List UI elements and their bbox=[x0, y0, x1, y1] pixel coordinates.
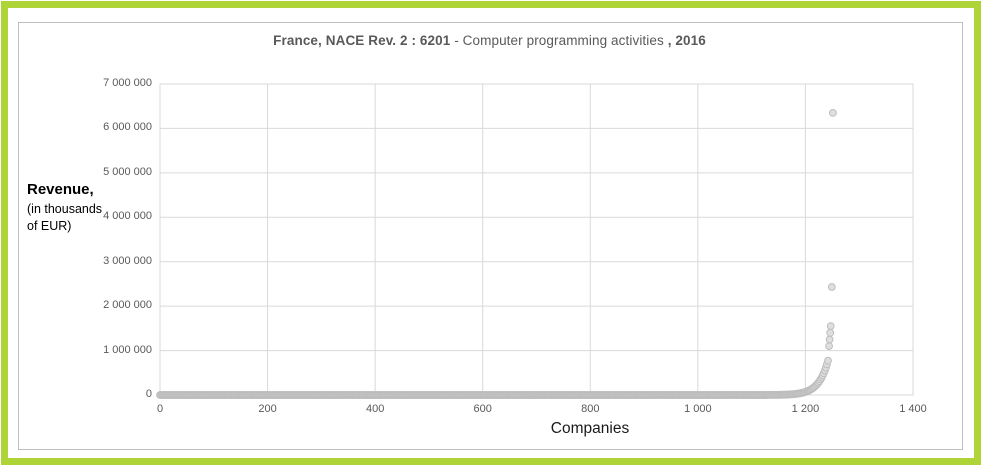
x-axis-title: Companies bbox=[550, 420, 630, 437]
y-tick-label: 3 000 000 bbox=[103, 254, 152, 267]
y-tick-label: 7 000 000 bbox=[103, 77, 152, 89]
chart-title: France, NACE Rev. 2 : 6201 - Computer pr… bbox=[18, 33, 961, 48]
data-point bbox=[825, 335, 834, 344]
y-axis-title-sub-line2: of EUR) bbox=[27, 219, 72, 233]
y-tick-label: 4 000 000 bbox=[103, 210, 152, 223]
plot-border bbox=[159, 83, 914, 396]
chart-title-bold-left: France, NACE Rev. 2 : 6201 bbox=[273, 33, 451, 48]
y-tick-label: 6 000 000 bbox=[103, 121, 152, 134]
data-point bbox=[827, 283, 836, 291]
y-axis-title: Revenue, (in thousands of EUR) bbox=[27, 181, 137, 235]
x-tick-label: 1 000 bbox=[684, 403, 712, 415]
data-point bbox=[826, 328, 835, 337]
chart-title-bold-right: , 2016 bbox=[667, 33, 706, 48]
x-tick-label: 200 bbox=[258, 403, 277, 415]
y-tick-label: 2 000 000 bbox=[103, 299, 152, 312]
y-tick-label: 1 000 000 bbox=[103, 343, 152, 356]
x-tick-label: 400 bbox=[365, 403, 385, 415]
y-axis-title-main: Revenue, bbox=[27, 181, 94, 198]
x-tick-label: 1 400 bbox=[899, 403, 927, 415]
x-tick-label: 1 200 bbox=[791, 403, 820, 415]
x-tick-label: 0 bbox=[156, 403, 164, 415]
y-tick-label: 5 000 000 bbox=[103, 165, 152, 178]
chart-title-regular: - Computer programming activities bbox=[450, 33, 668, 48]
x-tick-label: 800 bbox=[581, 403, 600, 415]
y-tick-label: 0 bbox=[145, 388, 152, 400]
data-point bbox=[824, 356, 832, 365]
x-tick-label: 600 bbox=[473, 403, 492, 415]
data-point bbox=[825, 342, 833, 351]
data-point bbox=[829, 109, 837, 117]
data-point bbox=[826, 322, 835, 331]
y-axis-title-sub-line1: (in thousands bbox=[27, 202, 103, 216]
